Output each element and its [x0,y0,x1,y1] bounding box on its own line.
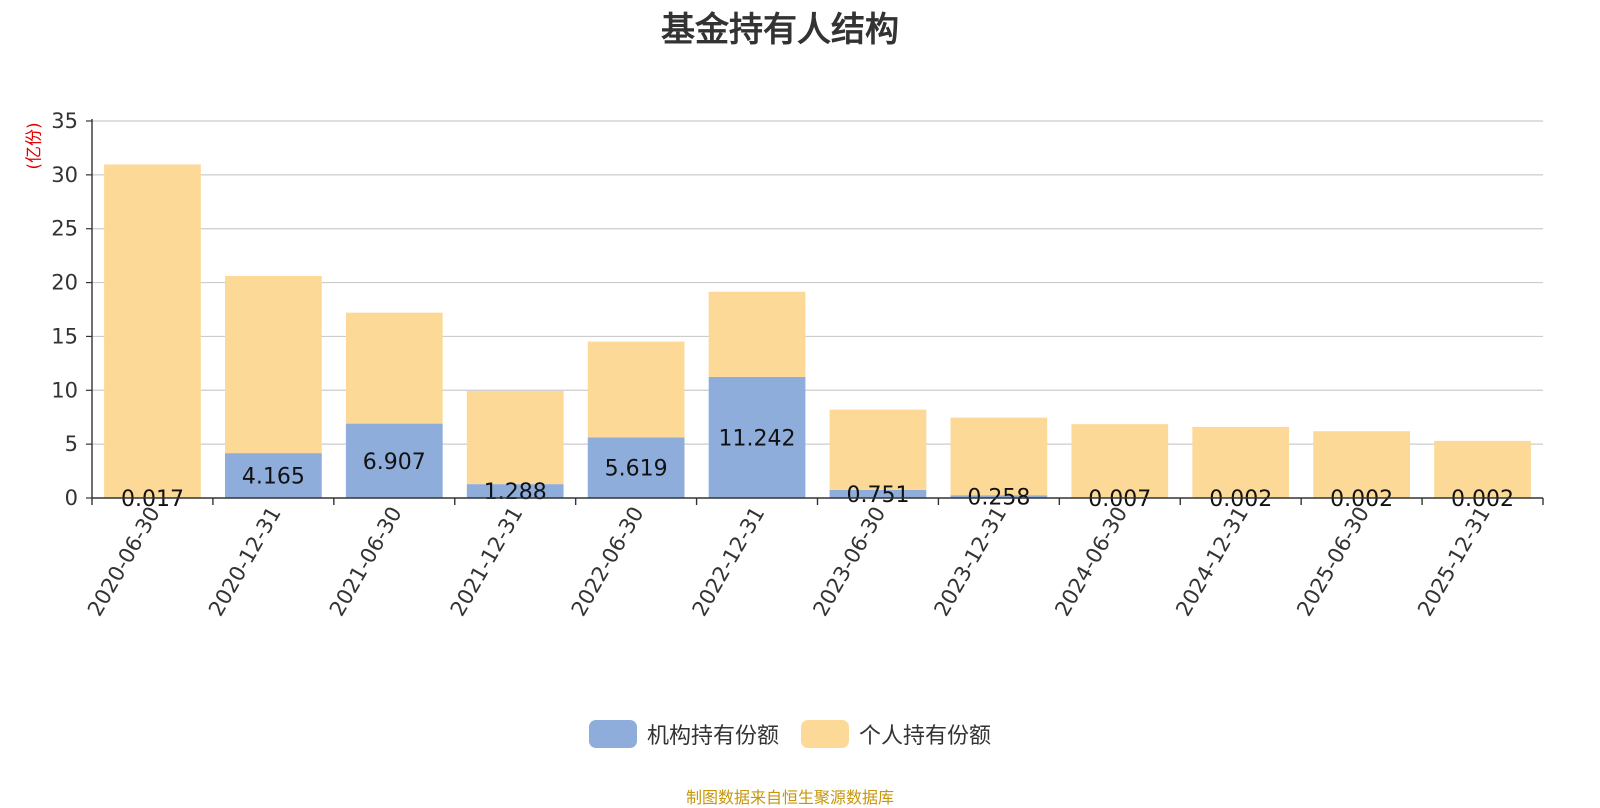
x-tick-label: 2022-12-31 [688,503,770,621]
legend-swatch-individual [801,720,849,748]
legend-item-institutional[interactable]: 机构持有份额 [589,718,779,750]
data-label-institutional: 4.165 [242,465,305,490]
legend-label-individual: 个人持有份额 [859,718,991,750]
x-tick-label: 2021-06-30 [325,502,407,620]
y-tick-label: 30 [51,163,78,187]
y-tick-label: 25 [51,217,78,241]
data-label-institutional: 5.619 [605,457,668,482]
source-note: 制图数据来自恒生聚源数据库 [0,784,1580,808]
y-tick-label: 15 [51,324,78,348]
bar-individual [346,313,443,424]
legend-swatch-institutional [589,720,637,748]
bar-individual [104,164,201,497]
x-tick-label: 2025-06-30 [1292,503,1374,621]
x-tick-label: 2022-06-30 [567,503,649,621]
bar-chart: 051015202530350.0174.1656.9071.2885.6191… [0,0,1600,700]
x-tick-label: 2020-12-31 [204,503,286,621]
bar-individual [951,418,1048,496]
y-tick-label: 0 [65,486,78,510]
bar-individual [225,276,322,453]
x-tick-label: 2024-06-30 [1050,503,1132,621]
y-tick-label: 5 [65,432,78,456]
data-label-institutional: 1.288 [484,480,547,505]
legend-label-institutional: 机构持有份额 [647,718,779,750]
y-tick-label: 35 [51,109,78,133]
legend: 机构持有份额 个人持有份额 [0,718,1580,750]
y-tick-label: 20 [51,271,78,295]
bar-individual [830,410,927,490]
bar-individual [467,391,564,484]
x-tick-label: 2021-12-31 [446,503,528,621]
x-tick-label: 2023-12-31 [929,503,1011,621]
data-label-institutional: 11.242 [719,426,796,451]
bar-individual [709,292,806,377]
x-tick-label: 2025-12-31 [1413,503,1495,621]
x-tick-label: 2020-06-30 [83,503,165,621]
data-label-institutional: 0.751 [846,483,909,508]
data-label-institutional: 6.907 [363,450,426,475]
y-tick-label: 10 [51,378,78,402]
legend-item-individual[interactable]: 个人持有份额 [801,718,991,750]
x-tick-label: 2024-12-31 [1171,503,1253,621]
bar-individual [588,342,685,438]
x-tick-label: 2023-06-30 [808,503,890,621]
